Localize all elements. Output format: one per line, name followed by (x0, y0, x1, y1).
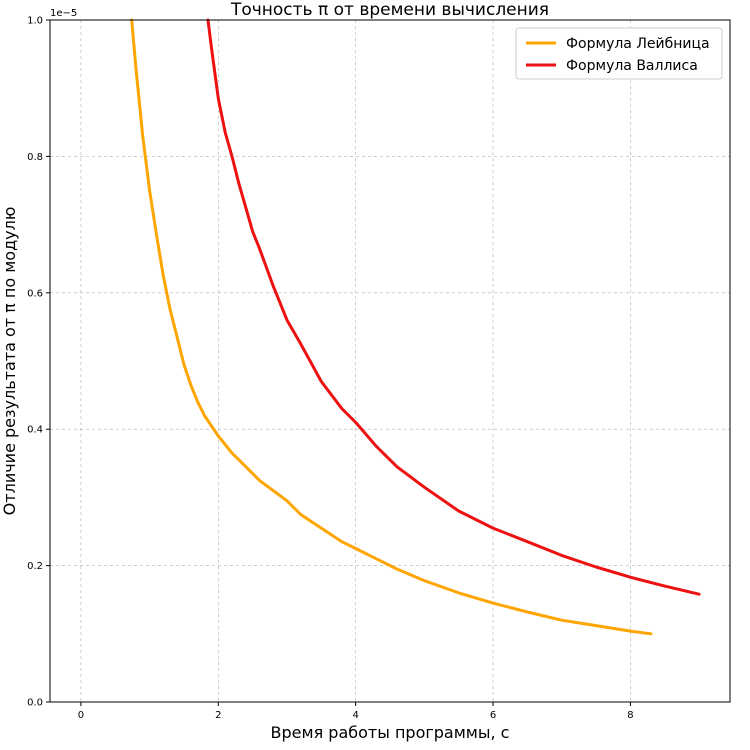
series-line-wallis (206, 18, 701, 596)
y-tick-label: 0.6 (27, 288, 43, 299)
x-axis-label: Время работы программы, с (271, 723, 510, 742)
y-axis-label: Отличие результата от π по модулю (0, 207, 19, 516)
grid (50, 19, 730, 703)
y-axis-ticks: 0.0 0.2 0.4 0.6 0.8 1.0 (27, 16, 50, 709)
x-tick-label: 6 (490, 710, 496, 721)
plot-lines (130, 18, 701, 636)
x-tick-label: 4 (352, 710, 358, 721)
legend-box (515, 27, 723, 80)
x-axis-ticks: 0 2 4 6 8 (78, 702, 634, 721)
x-tick-label: 8 (627, 710, 633, 721)
legend-label-wallis: Формула Валлиса (566, 58, 698, 74)
y-axis-offset-label: 1e−5 (50, 8, 77, 19)
x-tick-label: 0 (78, 710, 84, 721)
y-tick-label: 0.2 (27, 561, 43, 572)
y-tick-label: 0.0 (27, 698, 43, 709)
chart-title: Точность π от времени вычисления (230, 0, 549, 20)
series-line-leibniz (130, 18, 653, 636)
x-tick-label: 2 (215, 710, 221, 721)
y-tick-label: 1.0 (27, 16, 43, 27)
y-tick-label: 0.4 (27, 425, 43, 436)
y-tick-label: 0.8 (27, 152, 43, 163)
legend-label-leibniz: Формула Лейбница (566, 36, 710, 52)
plot-frame (49, 19, 731, 703)
legend: Формула Лейбница Формула Валлиса (515, 27, 723, 80)
